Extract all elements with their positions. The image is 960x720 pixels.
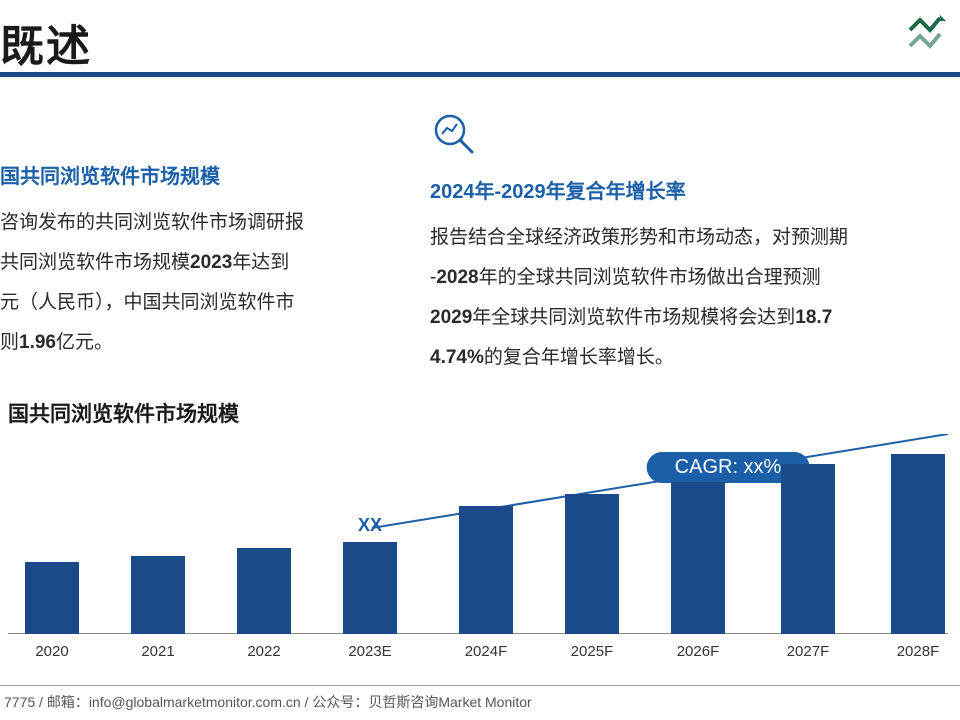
- title-underline: [0, 72, 960, 77]
- chart-bar: [671, 482, 725, 634]
- chart-x-label: 2021: [108, 643, 208, 660]
- chart-x-label: 2022: [214, 643, 314, 660]
- chart-value-label: XX: [358, 515, 382, 536]
- magnifier-icon: [430, 110, 960, 161]
- chart-bar: [891, 454, 945, 634]
- page-footer: 7775 / 邮箱：info@globalmarketmonitor.com.c…: [0, 685, 960, 712]
- left-body: 咨询发布的共同浏览软件市场调研报共同浏览软件市场规模2023年达到元（人民币），…: [0, 203, 400, 363]
- market-size-chart: 国共同浏览软件市场规模 CAGR: xx% 2020202120222023EX…: [0, 390, 960, 680]
- page-title: 既述: [0, 10, 92, 74]
- chart-bar: [459, 506, 513, 634]
- left-column: 国共同浏览软件市场规模 咨询发布的共同浏览软件市场调研报共同浏览软件市场规模20…: [0, 160, 400, 363]
- chart-x-label: 2027F: [758, 643, 858, 660]
- chart-x-label: 2026F: [648, 643, 748, 660]
- chart-bar: [25, 562, 79, 634]
- chart-x-label: 2024F: [436, 643, 536, 660]
- chart-title: 国共同浏览软件市场规模: [8, 398, 960, 428]
- left-heading: 国共同浏览软件市场规模: [0, 160, 400, 189]
- footer-text: 7775 / 邮箱：info@globalmarketmonitor.com.c…: [0, 692, 960, 712]
- chart-bar: [781, 464, 835, 634]
- right-heading: 2024年-2029年复合年增长率: [430, 175, 960, 204]
- chart-plot-area: CAGR: xx% 2020202120222023EXX2024F2025F2…: [8, 434, 958, 664]
- chart-x-label: 2028F: [868, 643, 960, 660]
- chart-x-label: 2025F: [542, 643, 642, 660]
- chart-bar: [131, 556, 185, 634]
- right-column: 2024年-2029年复合年增长率 报告结合全球经济政策形势和市场动态，对预测期…: [430, 110, 960, 378]
- chart-bar: [237, 548, 291, 634]
- chart-x-label: 2023E: [320, 643, 420, 660]
- chart-bar: [565, 494, 619, 634]
- chart-bar: [343, 542, 397, 634]
- right-body: 报告结合全球经济政策形势和市场动态，对预测期-2028年的全球共同浏览软件市场做…: [430, 218, 960, 378]
- brand-logo: [906, 12, 950, 61]
- chart-x-label: 2020: [2, 643, 102, 660]
